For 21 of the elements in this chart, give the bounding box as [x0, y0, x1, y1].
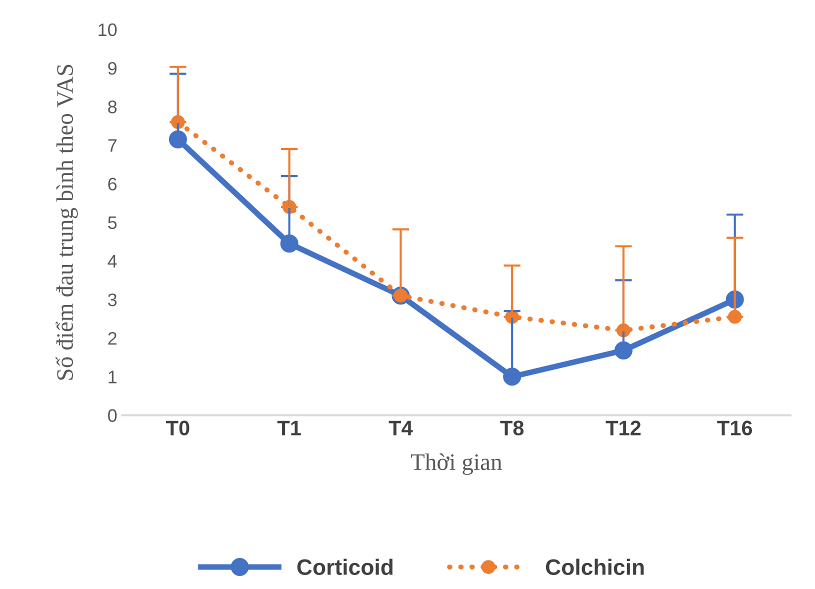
- y-tick-label: 3: [108, 293, 117, 306]
- y-tick-label: 6: [108, 178, 117, 190]
- x-tick-label: T16: [717, 420, 752, 436]
- legend-label: Colchicin: [546, 558, 644, 576]
- y-tick-label: 5: [108, 216, 117, 230]
- x-tick-label: T8: [500, 420, 524, 436]
- y-axis-title: Số điểm đau trung bình theo VAS: [56, 64, 78, 380]
- y-tick-label: 8: [108, 100, 117, 114]
- y-tick-label: 7: [108, 139, 116, 152]
- y-tick-label: 0: [108, 409, 117, 422]
- x-tick-label: T12: [606, 420, 641, 436]
- y-tick-label: 1: [108, 370, 117, 384]
- y-tick-label: 4: [108, 255, 117, 268]
- legend-label: Corticoid: [297, 558, 393, 576]
- y-tick-label: 9: [108, 62, 117, 75]
- x-axis-title: Thời gian: [410, 453, 502, 475]
- y-tick-label: 2: [108, 332, 116, 345]
- x-tick-label: T4: [388, 420, 413, 436]
- x-tick-label: T0: [166, 420, 190, 436]
- y-tick-label: 10: [98, 23, 117, 36]
- x-tick-label: T1: [277, 420, 301, 436]
